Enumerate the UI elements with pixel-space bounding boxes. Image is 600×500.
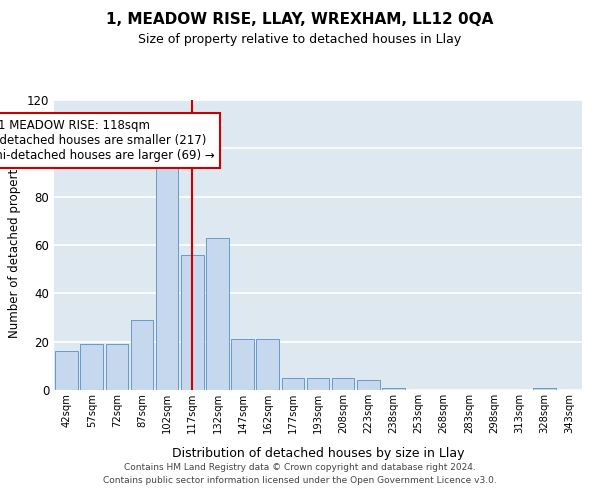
Bar bbox=[533, 388, 556, 390]
Y-axis label: Number of detached properties: Number of detached properties bbox=[8, 152, 21, 338]
Bar bbox=[80, 344, 103, 390]
Bar bbox=[181, 254, 203, 390]
Bar bbox=[332, 378, 355, 390]
X-axis label: Distribution of detached houses by size in Llay: Distribution of detached houses by size … bbox=[172, 447, 464, 460]
Bar bbox=[357, 380, 380, 390]
Bar bbox=[231, 339, 254, 390]
Bar bbox=[307, 378, 329, 390]
Text: Size of property relative to detached houses in Llay: Size of property relative to detached ho… bbox=[139, 32, 461, 46]
Text: 1, MEADOW RISE, LLAY, WREXHAM, LL12 0QA: 1, MEADOW RISE, LLAY, WREXHAM, LL12 0QA bbox=[106, 12, 494, 28]
Bar bbox=[55, 352, 78, 390]
Bar bbox=[156, 151, 178, 390]
Bar bbox=[382, 388, 405, 390]
Bar bbox=[131, 320, 154, 390]
Bar bbox=[206, 238, 229, 390]
Bar bbox=[256, 339, 279, 390]
Bar bbox=[106, 344, 128, 390]
Bar bbox=[281, 378, 304, 390]
Text: Contains public sector information licensed under the Open Government Licence v3: Contains public sector information licen… bbox=[103, 476, 497, 485]
Text: 1 MEADOW RISE: 118sqm
← 69% of detached houses are smaller (217)
22% of semi-det: 1 MEADOW RISE: 118sqm ← 69% of detached … bbox=[0, 120, 214, 162]
Text: Contains HM Land Registry data © Crown copyright and database right 2024.: Contains HM Land Registry data © Crown c… bbox=[124, 462, 476, 471]
